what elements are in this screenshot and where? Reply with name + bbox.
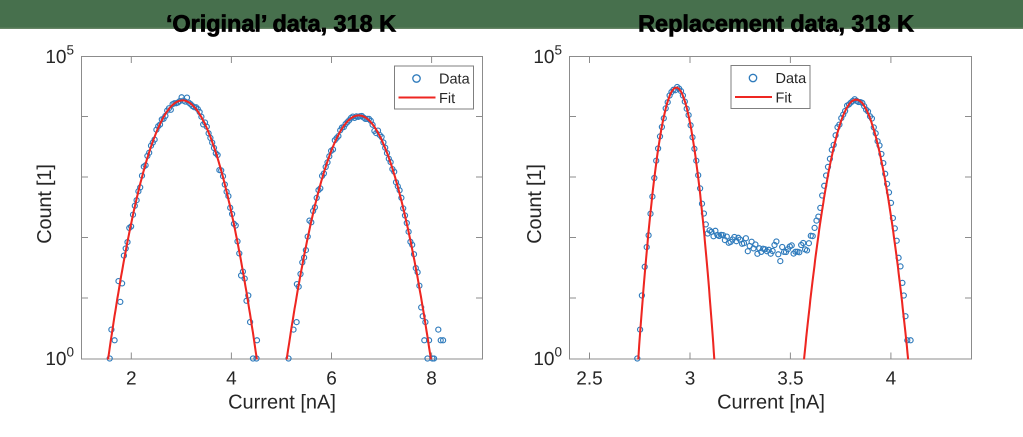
svg-text:Fit: Fit [776,91,792,107]
svg-text:4: 4 [226,368,237,389]
svg-text:4: 4 [886,368,897,389]
svg-text:Count [1]: Count [1] [524,164,546,243]
svg-text:Fit: Fit [439,91,455,107]
svg-text:‘Original’ data, 318 K: ‘Original’ data, 318 K [166,11,396,37]
svg-text:2.5: 2.5 [576,368,602,389]
svg-text:2: 2 [126,368,137,389]
svg-text:105: 105 [45,43,74,69]
svg-text:3.5: 3.5 [777,368,803,389]
svg-text:Replacement data, 318 K: Replacement data, 318 K [638,11,914,37]
svg-text:Count [1]: Count [1] [34,164,56,243]
svg-text:Current [nA]: Current [nA] [717,392,825,414]
svg-text:6: 6 [326,368,337,389]
svg-text:Data: Data [439,72,471,88]
svg-text:Data: Data [776,71,808,87]
svg-text:8: 8 [426,368,437,389]
svg-text:3: 3 [685,368,696,389]
svg-text:Current [nA]: Current [nA] [228,392,336,414]
